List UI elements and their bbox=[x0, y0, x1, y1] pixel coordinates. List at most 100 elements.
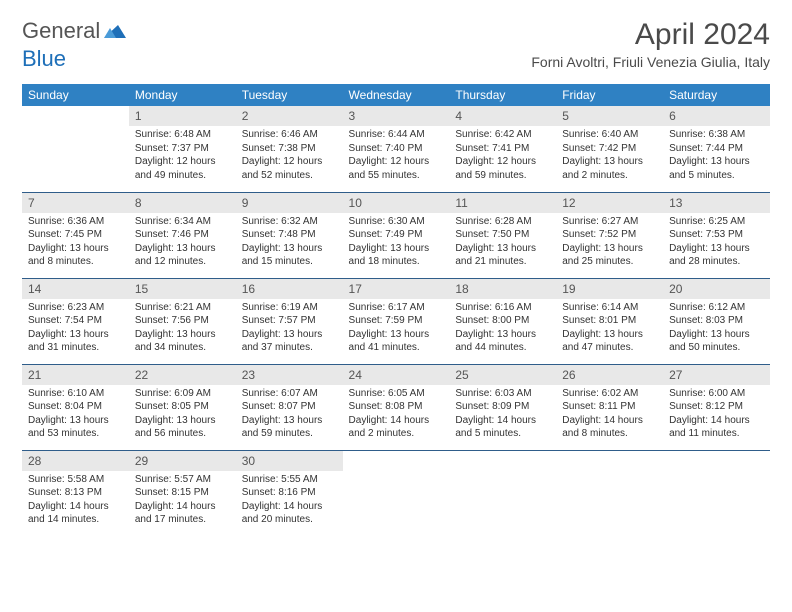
daylight-line: Daylight: 13 hours and 15 minutes. bbox=[242, 242, 337, 269]
sunset-line: Sunset: 8:03 PM bbox=[669, 314, 764, 328]
sunrise-line: Sunrise: 6:07 AM bbox=[242, 387, 337, 401]
calendar-row: 7Sunrise: 6:36 AMSunset: 7:45 PMDaylight… bbox=[22, 192, 770, 278]
daylight-line: Daylight: 12 hours and 59 minutes. bbox=[455, 155, 550, 182]
daylight-line: Daylight: 13 hours and 18 minutes. bbox=[349, 242, 444, 269]
logo-icon bbox=[104, 18, 126, 44]
day-number-empty bbox=[449, 451, 556, 471]
day-number: 27 bbox=[663, 365, 770, 385]
day-content: Sunrise: 6:16 AMSunset: 8:00 PMDaylight:… bbox=[449, 299, 556, 359]
day-content: Sunrise: 6:27 AMSunset: 7:52 PMDaylight:… bbox=[556, 213, 663, 273]
sunrise-line: Sunrise: 6:14 AM bbox=[562, 301, 657, 315]
day-number: 1 bbox=[129, 106, 236, 126]
daylight-line: Daylight: 13 hours and 34 minutes. bbox=[135, 328, 230, 355]
sunrise-line: Sunrise: 6:17 AM bbox=[349, 301, 444, 315]
calendar-row: 1Sunrise: 6:48 AMSunset: 7:37 PMDaylight… bbox=[22, 106, 770, 192]
day-content: Sunrise: 6:25 AMSunset: 7:53 PMDaylight:… bbox=[663, 213, 770, 273]
sunset-line: Sunset: 7:56 PM bbox=[135, 314, 230, 328]
sunset-line: Sunset: 8:13 PM bbox=[28, 486, 123, 500]
day-content: Sunrise: 6:05 AMSunset: 8:08 PMDaylight:… bbox=[343, 385, 450, 445]
calendar-cell: 26Sunrise: 6:02 AMSunset: 8:11 PMDayligh… bbox=[556, 364, 663, 450]
sunrise-line: Sunrise: 6:28 AM bbox=[455, 215, 550, 229]
daylight-line: Daylight: 13 hours and 41 minutes. bbox=[349, 328, 444, 355]
calendar-cell: 10Sunrise: 6:30 AMSunset: 7:49 PMDayligh… bbox=[343, 192, 450, 278]
daylight-line: Daylight: 12 hours and 52 minutes. bbox=[242, 155, 337, 182]
calendar-cell: 23Sunrise: 6:07 AMSunset: 8:07 PMDayligh… bbox=[236, 364, 343, 450]
day-number-empty bbox=[343, 451, 450, 471]
calendar-cell: 15Sunrise: 6:21 AMSunset: 7:56 PMDayligh… bbox=[129, 278, 236, 364]
sunset-line: Sunset: 8:16 PM bbox=[242, 486, 337, 500]
day-content: Sunrise: 6:42 AMSunset: 7:41 PMDaylight:… bbox=[449, 126, 556, 186]
day-content: Sunrise: 6:03 AMSunset: 8:09 PMDaylight:… bbox=[449, 385, 556, 445]
sunset-line: Sunset: 8:07 PM bbox=[242, 400, 337, 414]
sunrise-line: Sunrise: 6:38 AM bbox=[669, 128, 764, 142]
day-number: 28 bbox=[22, 451, 129, 471]
day-number: 30 bbox=[236, 451, 343, 471]
day-content: Sunrise: 6:30 AMSunset: 7:49 PMDaylight:… bbox=[343, 213, 450, 273]
sunset-line: Sunset: 7:41 PM bbox=[455, 142, 550, 156]
day-number: 19 bbox=[556, 279, 663, 299]
day-number: 9 bbox=[236, 193, 343, 213]
sunset-line: Sunset: 7:38 PM bbox=[242, 142, 337, 156]
day-content: Sunrise: 6:48 AMSunset: 7:37 PMDaylight:… bbox=[129, 126, 236, 186]
sunrise-line: Sunrise: 6:02 AM bbox=[562, 387, 657, 401]
calendar-cell: 14Sunrise: 6:23 AMSunset: 7:54 PMDayligh… bbox=[22, 278, 129, 364]
sunrise-line: Sunrise: 5:55 AM bbox=[242, 473, 337, 487]
day-number: 15 bbox=[129, 279, 236, 299]
day-content: Sunrise: 6:44 AMSunset: 7:40 PMDaylight:… bbox=[343, 126, 450, 186]
day-content: Sunrise: 5:57 AMSunset: 8:15 PMDaylight:… bbox=[129, 471, 236, 531]
day-number: 6 bbox=[663, 106, 770, 126]
day-header: Saturday bbox=[663, 84, 770, 106]
day-number: 7 bbox=[22, 193, 129, 213]
day-header: Sunday bbox=[22, 84, 129, 106]
sunrise-line: Sunrise: 6:40 AM bbox=[562, 128, 657, 142]
sunrise-line: Sunrise: 6:03 AM bbox=[455, 387, 550, 401]
sunrise-line: Sunrise: 6:48 AM bbox=[135, 128, 230, 142]
day-number: 3 bbox=[343, 106, 450, 126]
sunrise-line: Sunrise: 6:05 AM bbox=[349, 387, 444, 401]
sunset-line: Sunset: 7:49 PM bbox=[349, 228, 444, 242]
day-header: Tuesday bbox=[236, 84, 343, 106]
day-content: Sunrise: 6:07 AMSunset: 8:07 PMDaylight:… bbox=[236, 385, 343, 445]
sunset-line: Sunset: 7:40 PM bbox=[349, 142, 444, 156]
day-content: Sunrise: 6:19 AMSunset: 7:57 PMDaylight:… bbox=[236, 299, 343, 359]
calendar-cell: 5Sunrise: 6:40 AMSunset: 7:42 PMDaylight… bbox=[556, 106, 663, 192]
calendar-cell: 7Sunrise: 6:36 AMSunset: 7:45 PMDaylight… bbox=[22, 192, 129, 278]
daylight-line: Daylight: 13 hours and 25 minutes. bbox=[562, 242, 657, 269]
sunset-line: Sunset: 7:37 PM bbox=[135, 142, 230, 156]
sunrise-line: Sunrise: 6:34 AM bbox=[135, 215, 230, 229]
calendar-cell: 17Sunrise: 6:17 AMSunset: 7:59 PMDayligh… bbox=[343, 278, 450, 364]
sunrise-line: Sunrise: 6:09 AM bbox=[135, 387, 230, 401]
logo: General bbox=[22, 18, 128, 44]
sunset-line: Sunset: 7:52 PM bbox=[562, 228, 657, 242]
sunrise-line: Sunrise: 5:58 AM bbox=[28, 473, 123, 487]
calendar-cell: 25Sunrise: 6:03 AMSunset: 8:09 PMDayligh… bbox=[449, 364, 556, 450]
calendar-cell bbox=[22, 106, 129, 192]
day-number: 23 bbox=[236, 365, 343, 385]
day-content: Sunrise: 6:14 AMSunset: 8:01 PMDaylight:… bbox=[556, 299, 663, 359]
day-content: Sunrise: 6:36 AMSunset: 7:45 PMDaylight:… bbox=[22, 213, 129, 273]
day-number-empty bbox=[663, 451, 770, 471]
day-content: Sunrise: 6:40 AMSunset: 7:42 PMDaylight:… bbox=[556, 126, 663, 186]
day-content: Sunrise: 6:32 AMSunset: 7:48 PMDaylight:… bbox=[236, 213, 343, 273]
day-number: 18 bbox=[449, 279, 556, 299]
sunrise-line: Sunrise: 6:32 AM bbox=[242, 215, 337, 229]
calendar-cell: 16Sunrise: 6:19 AMSunset: 7:57 PMDayligh… bbox=[236, 278, 343, 364]
day-number: 20 bbox=[663, 279, 770, 299]
day-content: Sunrise: 6:10 AMSunset: 8:04 PMDaylight:… bbox=[22, 385, 129, 445]
calendar-cell: 2Sunrise: 6:46 AMSunset: 7:38 PMDaylight… bbox=[236, 106, 343, 192]
daylight-line: Daylight: 13 hours and 56 minutes. bbox=[135, 414, 230, 441]
day-content: Sunrise: 6:46 AMSunset: 7:38 PMDaylight:… bbox=[236, 126, 343, 186]
calendar-cell: 29Sunrise: 5:57 AMSunset: 8:15 PMDayligh… bbox=[129, 450, 236, 536]
daylight-line: Daylight: 13 hours and 50 minutes. bbox=[669, 328, 764, 355]
calendar-cell bbox=[663, 450, 770, 536]
sunset-line: Sunset: 7:57 PM bbox=[242, 314, 337, 328]
daylight-line: Daylight: 14 hours and 8 minutes. bbox=[562, 414, 657, 441]
day-content: Sunrise: 6:02 AMSunset: 8:11 PMDaylight:… bbox=[556, 385, 663, 445]
daylight-line: Daylight: 13 hours and 28 minutes. bbox=[669, 242, 764, 269]
day-number: 16 bbox=[236, 279, 343, 299]
sunrise-line: Sunrise: 6:19 AM bbox=[242, 301, 337, 315]
calendar-cell: 22Sunrise: 6:09 AMSunset: 8:05 PMDayligh… bbox=[129, 364, 236, 450]
day-number: 17 bbox=[343, 279, 450, 299]
day-number: 14 bbox=[22, 279, 129, 299]
day-content: Sunrise: 6:28 AMSunset: 7:50 PMDaylight:… bbox=[449, 213, 556, 273]
